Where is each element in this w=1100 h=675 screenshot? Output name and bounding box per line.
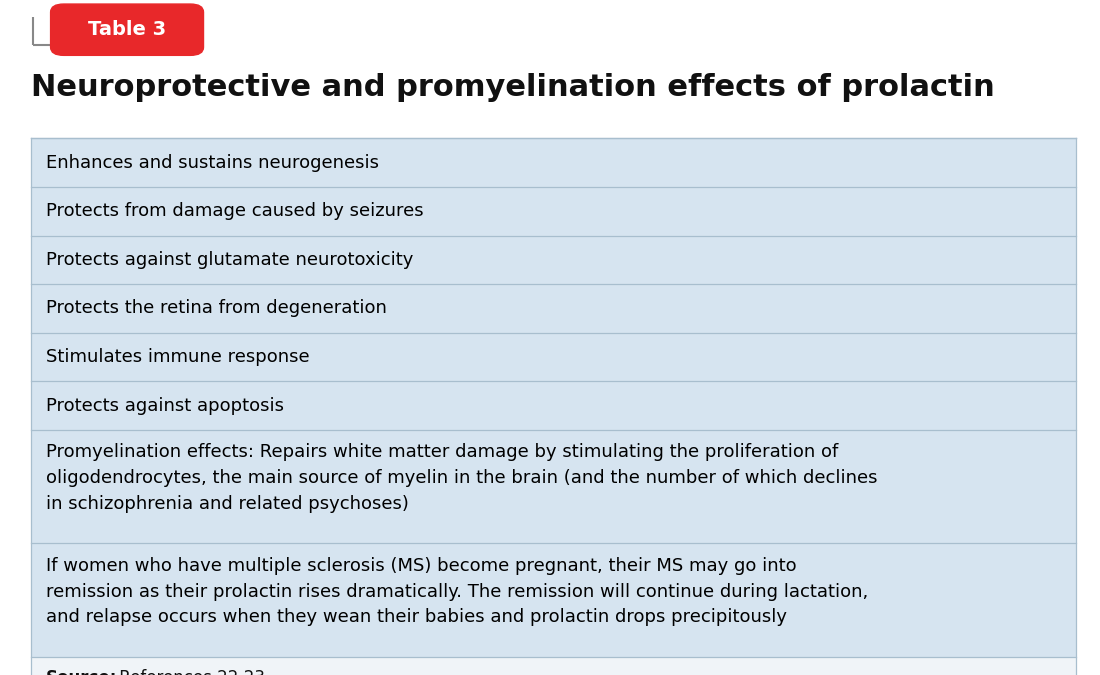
- Text: Protects from damage caused by seizures: Protects from damage caused by seizures: [46, 202, 424, 220]
- Bar: [31, 138, 1076, 187]
- Bar: [31, 333, 1076, 381]
- Text: Promyelination effects: Repairs white matter damage by stimulating the prolifera: Promyelination effects: Repairs white ma…: [46, 443, 878, 513]
- Text: Protects against apoptosis: Protects against apoptosis: [46, 397, 284, 414]
- Bar: [31, 381, 1076, 430]
- Text: Neuroprotective and promyelination effects of prolactin: Neuroprotective and promyelination effec…: [31, 74, 994, 102]
- Text: Protects the retina from degeneration: Protects the retina from degeneration: [46, 300, 387, 317]
- Bar: [31, 657, 1076, 675]
- Text: Protects against glutamate neurotoxicity: Protects against glutamate neurotoxicity: [46, 251, 414, 269]
- Bar: [31, 236, 1076, 284]
- Bar: [31, 430, 1076, 543]
- Text: Enhances and sustains neurogenesis: Enhances and sustains neurogenesis: [46, 154, 380, 171]
- Text: If women who have multiple sclerosis (MS) become pregnant, their MS may go into
: If women who have multiple sclerosis (MS…: [46, 557, 869, 626]
- Text: Stimulates immune response: Stimulates immune response: [46, 348, 310, 366]
- Text: Source:: Source:: [46, 669, 118, 675]
- FancyBboxPatch shape: [51, 4, 204, 55]
- Text: References 22,23: References 22,23: [114, 669, 265, 675]
- Bar: [31, 543, 1076, 657]
- Bar: [31, 284, 1076, 333]
- Text: Table 3: Table 3: [88, 20, 166, 39]
- Bar: [31, 187, 1076, 236]
